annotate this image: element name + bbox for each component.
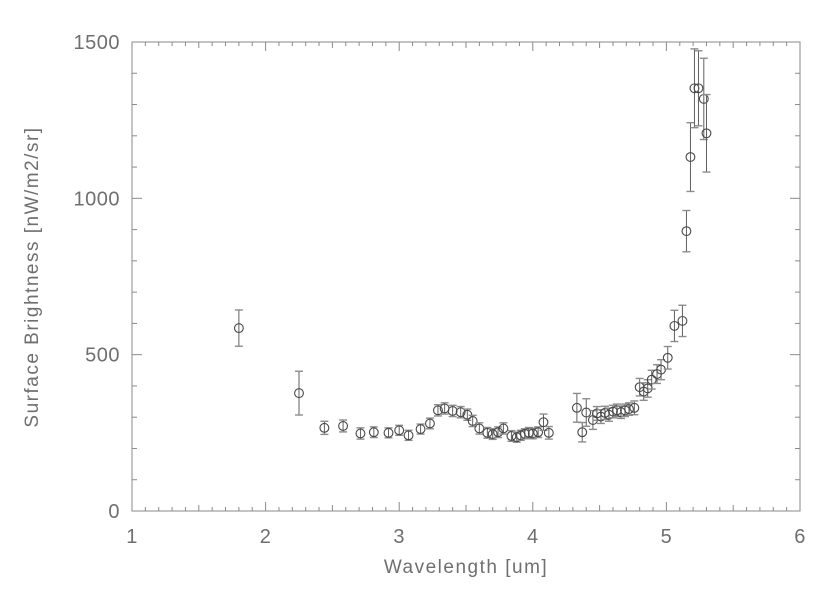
data-marker-circle xyxy=(538,417,549,428)
data-marker-circle xyxy=(571,402,582,413)
data-point xyxy=(571,392,582,423)
data-marker-circle xyxy=(581,407,592,418)
data-marker-circle xyxy=(677,315,688,326)
plot-border xyxy=(131,41,801,512)
data-marker-circle xyxy=(415,424,426,435)
data-marker-circle xyxy=(646,374,657,385)
axis-tick-labels: 1 2 3 4 5 6 0 500 1000 1500 xyxy=(74,32,806,548)
data-point xyxy=(506,429,517,442)
x-tick-label: 3 xyxy=(393,526,405,548)
data-point xyxy=(538,413,549,432)
data-point xyxy=(662,345,673,370)
data-marker-circle xyxy=(467,416,478,426)
data-point xyxy=(319,420,330,436)
data-marker-circle xyxy=(662,352,673,363)
data-point xyxy=(669,309,680,343)
data-point xyxy=(455,405,466,419)
x-tick-label: 4 xyxy=(527,526,539,548)
data-marker-circle xyxy=(506,431,517,441)
data-marker-circle xyxy=(432,405,443,416)
data-point xyxy=(394,424,405,437)
data-point xyxy=(577,421,588,443)
data-point xyxy=(533,426,544,439)
data-point xyxy=(681,209,692,253)
data-point xyxy=(581,398,592,427)
data-marker-circle xyxy=(233,323,244,334)
data-point xyxy=(685,121,696,193)
y-tick-label: 500 xyxy=(85,345,120,367)
data-point xyxy=(424,417,435,430)
data-marker-circle xyxy=(294,388,304,399)
data-point xyxy=(498,422,509,435)
data-marker-circle xyxy=(487,429,498,440)
x-tick-label: 1 xyxy=(126,526,138,548)
data-point xyxy=(355,427,366,440)
data-point xyxy=(543,425,554,440)
data-marker-circle xyxy=(447,405,458,416)
x-tick-label: 2 xyxy=(260,526,272,548)
x-tick-label: 6 xyxy=(794,526,806,548)
axis-ticks xyxy=(131,41,801,512)
data-point xyxy=(608,404,618,419)
y-tick-label: 0 xyxy=(108,501,120,523)
data-marker-circle xyxy=(319,422,330,433)
data-marker-circle xyxy=(669,320,680,331)
data-marker-circle xyxy=(455,407,466,418)
data-marker-circle xyxy=(681,226,692,237)
data-series xyxy=(233,48,712,443)
y-axis-title: Surface Brightness [nW/m2/sr] xyxy=(22,126,43,427)
plot-frame xyxy=(131,41,801,512)
data-marker-circle xyxy=(629,402,640,413)
data-marker-circle xyxy=(685,152,696,163)
data-point xyxy=(233,309,244,347)
data-marker-circle xyxy=(533,427,544,438)
data-marker-circle xyxy=(394,425,405,436)
data-marker-circle xyxy=(482,427,493,438)
y-tick-label: 1000 xyxy=(74,188,121,210)
data-point xyxy=(677,304,688,338)
data-point xyxy=(493,426,504,439)
data-point xyxy=(415,423,426,435)
data-marker-circle xyxy=(493,427,504,438)
data-point xyxy=(338,419,349,433)
data-marker-circle xyxy=(474,423,485,434)
data-marker-circle xyxy=(577,427,588,438)
data-marker-circle xyxy=(338,421,349,431)
data-marker-circle xyxy=(543,427,554,438)
data-point xyxy=(447,404,458,418)
y-tick-label: 1500 xyxy=(74,32,121,54)
data-point xyxy=(629,400,640,416)
data-point xyxy=(403,429,414,442)
data-marker-circle xyxy=(355,428,366,439)
data-marker-circle xyxy=(424,418,435,429)
data-point xyxy=(474,422,485,435)
data-marker-circle xyxy=(693,83,704,94)
data-point xyxy=(368,426,379,439)
x-tick-label: 5 xyxy=(661,526,673,548)
x-axis-title: Wavelength [um] xyxy=(384,557,548,578)
data-point xyxy=(383,427,394,439)
data-point xyxy=(701,93,712,173)
data-marker-circle xyxy=(368,427,379,438)
data-marker-circle xyxy=(527,428,538,439)
data-marker-circle xyxy=(624,404,634,415)
data-marker-circle xyxy=(498,423,509,434)
data-marker-circle xyxy=(383,427,394,438)
data-point xyxy=(693,50,704,127)
data-marker-circle xyxy=(701,128,712,139)
data-point xyxy=(432,403,443,417)
data-point xyxy=(294,370,304,416)
data-marker-circle xyxy=(403,430,414,441)
